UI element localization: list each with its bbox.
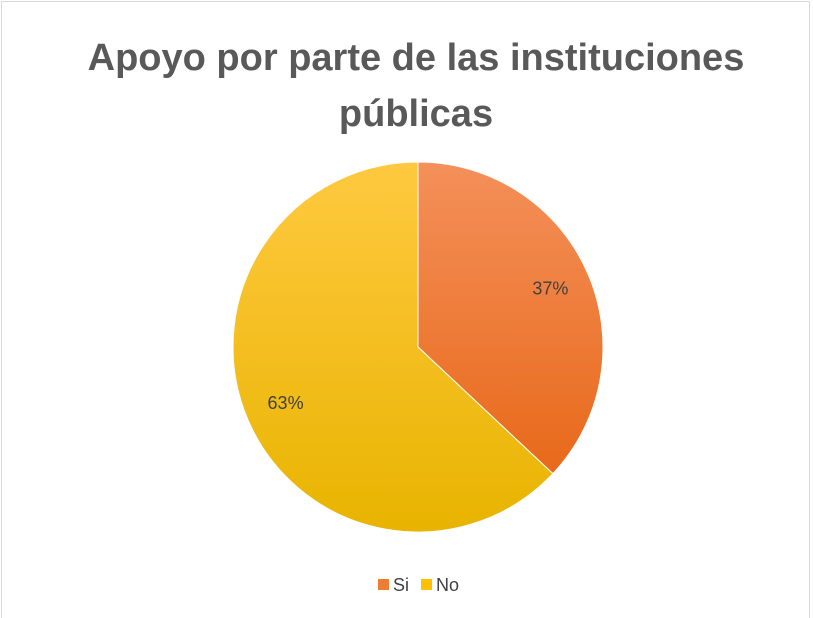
legend-swatch [421, 579, 433, 590]
legend-label: No [436, 575, 459, 595]
pie-slice [417, 161, 604, 475]
data-label: 63% [268, 393, 304, 413]
legend-swatch [378, 579, 389, 590]
legend-label: Si [393, 575, 409, 595]
chart-title: Apoyo por parte de las instituciones púb… [87, 37, 745, 135]
pie-slice [232, 161, 554, 533]
data-label: 37% [532, 278, 568, 298]
